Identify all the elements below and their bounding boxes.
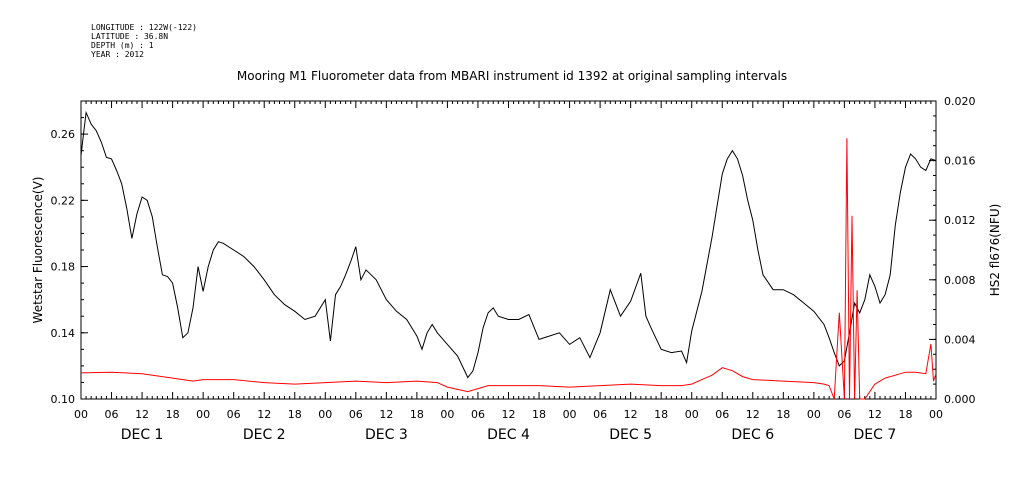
x-tick-label: 18 <box>532 408 546 421</box>
x-tick-label: 06 <box>471 408 485 421</box>
wetstar-fluorescence-line <box>80 110 937 379</box>
x-tick-label: 18 <box>288 408 302 421</box>
x-tick-label: 00 <box>685 408 699 421</box>
x-tick-label: 00 <box>318 408 332 421</box>
x-tick-label: 18 <box>898 408 912 421</box>
x-tick-label: 06 <box>715 408 729 421</box>
y-right-tick-label: 0.000 <box>944 393 976 406</box>
plot-frame <box>80 100 937 400</box>
x-tick-label: 12 <box>135 408 149 421</box>
series-layer <box>80 110 937 400</box>
y-right-tick-label: 0.012 <box>944 214 976 227</box>
depth-text: DEPTH (m) : 1 <box>91 41 154 50</box>
x-day-label: DEC 4 <box>487 427 530 443</box>
x-tick-label: 00 <box>196 408 210 421</box>
year-text: YEAR : 2012 <box>91 50 144 59</box>
x-day-label: DEC 6 <box>731 427 774 443</box>
y-left-tick-label: 0.26 <box>51 128 76 141</box>
x-tick-label: 06 <box>227 408 241 421</box>
x-tick-label: 18 <box>776 408 790 421</box>
latitude-text: LATITUDE : 36.8N <box>91 32 169 41</box>
x-day-label: DEC 5 <box>609 427 652 443</box>
x-tick-label: 00 <box>74 408 88 421</box>
x-tick-label: 12 <box>379 408 393 421</box>
y-right-tick-label: 0.016 <box>944 155 976 168</box>
y-left-tick-label: 0.14 <box>51 327 76 340</box>
y-left-tick-label: 0.10 <box>51 393 76 406</box>
x-day-label: DEC 1 <box>121 427 164 443</box>
x-tick-label: 12 <box>868 408 882 421</box>
x-tick-label: 12 <box>624 408 638 421</box>
x-day-label: DEC 3 <box>365 427 408 443</box>
x-day-label: DEC 2 <box>243 427 286 443</box>
y-right-tick-label: 0.004 <box>944 333 976 346</box>
station-metadata: LONGITUDE : 122W(-122) LATITUDE : 36.8N … <box>91 23 197 59</box>
longitude-text: LONGITUDE : 122W(-122) <box>91 23 197 32</box>
y-axis-left-label: Wetstar Fluorescence(V) <box>31 177 45 324</box>
axes-layer: 00 06 12 18 00 06 12 18 00 06 12 18 00 06 12 18 00 06 12 18… <box>51 95 976 443</box>
x-tick-label: 00 <box>440 408 454 421</box>
x-tick-label: 06 <box>593 408 607 421</box>
y-axis-right-label: HS2 fl676(NFU) <box>988 204 1002 297</box>
x-tick-label: 06 <box>105 408 119 421</box>
y-right-tick-label: 0.008 <box>944 274 976 287</box>
x-tick-label: 18 <box>654 408 668 421</box>
x-tick-label: 06 <box>837 408 851 421</box>
hs2-fl676-line <box>80 138 937 400</box>
x-tick-label: 12 <box>502 408 516 421</box>
x-tick-label: 18 <box>166 408 180 421</box>
x-day-label: DEC 7 <box>854 427 897 443</box>
x-tick-label: 00 <box>563 408 577 421</box>
x-tick-label: 00 <box>929 408 943 421</box>
chart-title: Mooring M1 Fluorometer data from MBARI i… <box>237 69 787 83</box>
y-right-tick-label: 0.020 <box>944 95 976 108</box>
x-tick-label: 12 <box>257 408 271 421</box>
y-left-tick-label: 0.22 <box>51 194 76 207</box>
x-tick-label: 06 <box>349 408 363 421</box>
x-tick-label: 12 <box>746 408 760 421</box>
x-tick-label: 18 <box>410 408 424 421</box>
x-tick-label: 00 <box>807 408 821 421</box>
y-left-tick-label: 0.18 <box>51 261 76 274</box>
